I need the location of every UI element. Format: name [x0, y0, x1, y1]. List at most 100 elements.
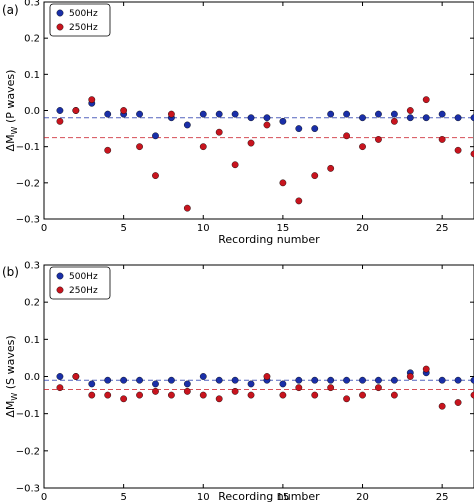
- point-500hz: [152, 132, 159, 140]
- point-250hz: [390, 117, 398, 125]
- point-250hz: [247, 391, 255, 399]
- point-250hz: [152, 387, 159, 395]
- point-500hz: [327, 376, 335, 384]
- point-500hz: [183, 121, 191, 129]
- point-500hz: [56, 373, 64, 380]
- y-axis-label-prefix: ΔM: [4, 401, 17, 418]
- y-axis-label-suffix: (P waves): [4, 70, 17, 127]
- point-250hz: [120, 395, 128, 403]
- point-250hz: [422, 365, 430, 373]
- point-500hz: [295, 125, 303, 132]
- point-500hz: [438, 376, 446, 384]
- point-500hz: [454, 114, 462, 122]
- point-250hz: [183, 387, 191, 395]
- plot-area: [43, 1, 474, 220]
- point-500hz: [120, 376, 128, 384]
- legend-label: 250Hz: [69, 286, 98, 296]
- point-250hz: [168, 110, 175, 118]
- y-tick-label: 0.2: [24, 298, 40, 309]
- x-tick-label: 10: [197, 492, 210, 503]
- x-axis-label: Recording number: [218, 233, 320, 246]
- legend: 500Hz 250Hz: [49, 266, 111, 300]
- point-500hz: [199, 110, 207, 118]
- y-tick-label: 0.0: [24, 106, 40, 117]
- point-500hz: [327, 110, 335, 118]
- chart-panel: −0.3 −0.2 −0.1 0.0 0.1 0.2 0.3 0 5 10 15 20 25 (b) Rec…: [2, 261, 474, 503]
- point-250hz: [72, 107, 80, 114]
- point-500hz: [231, 376, 239, 384]
- y-axis-label: ΔMW (P waves): [4, 70, 19, 152]
- legend: 500Hz 250Hz: [49, 3, 111, 37]
- point-250hz: [56, 384, 64, 392]
- point-500hz: [454, 376, 462, 384]
- point-500hz: [247, 380, 255, 388]
- point-500hz: [136, 110, 143, 118]
- x-tick-label: 10: [197, 223, 210, 234]
- point-250hz: [183, 204, 191, 212]
- point-250hz: [279, 391, 287, 399]
- point-250hz: [343, 395, 350, 403]
- point-500hz: [104, 110, 112, 118]
- panel-label: (a): [2, 3, 19, 17]
- point-500hz: [406, 114, 414, 122]
- point-250hz: [263, 373, 271, 380]
- point-500hz: [438, 110, 446, 118]
- point-250hz: [199, 391, 207, 399]
- legend-box: [49, 266, 111, 300]
- point-500hz: [231, 110, 239, 118]
- point-250hz: [231, 161, 239, 169]
- y-tick-label: −0.3: [16, 215, 40, 226]
- point-250hz: [199, 143, 207, 151]
- x-tick-label: 25: [436, 223, 449, 234]
- point-500hz: [390, 376, 398, 384]
- y-tick-label: 0.1: [24, 335, 40, 346]
- y-tick-label: −0.1: [16, 409, 40, 420]
- x-tick-label: 0: [41, 492, 47, 503]
- x-tick-label: 15: [277, 492, 290, 503]
- point-250hz: [88, 391, 96, 399]
- x-tick-label: 25: [436, 492, 449, 503]
- y-axis-label: ΔMW (S waves): [4, 335, 19, 417]
- point-250hz: [136, 143, 143, 151]
- x-tick-label: 5: [120, 223, 126, 234]
- point-250hz: [327, 164, 335, 172]
- y-tick-label: 0.2: [24, 34, 40, 45]
- y-tick-label: 0.3: [24, 261, 40, 272]
- point-250hz: [295, 197, 303, 205]
- point-250hz: [104, 146, 112, 154]
- y-axis-label-sub: W: [10, 126, 19, 134]
- point-250hz: [454, 399, 462, 406]
- point-500hz: [359, 114, 366, 122]
- point-250hz: [152, 172, 159, 180]
- panel-label: (b): [2, 265, 19, 279]
- point-250hz: [72, 373, 80, 380]
- point-250hz: [215, 128, 223, 136]
- point-250hz: [438, 136, 446, 143]
- point-500hz: [359, 376, 366, 384]
- y-axis-label-prefix: ΔM: [4, 134, 17, 151]
- point-250hz: [56, 117, 64, 125]
- point-250hz: [263, 121, 271, 129]
- x-axis-label: Recording number: [218, 490, 320, 503]
- point-500hz: [215, 110, 223, 118]
- point-500hz: [168, 376, 175, 384]
- point-250hz: [406, 107, 414, 114]
- point-500hz: [422, 114, 430, 122]
- point-250hz: [215, 395, 223, 403]
- point-500hz: [152, 380, 159, 388]
- point-500hz: [311, 376, 319, 384]
- y-tick-label: −0.2: [16, 178, 40, 189]
- y-tick-label: −0.2: [16, 446, 40, 457]
- point-250hz: [375, 136, 382, 143]
- point-250hz: [438, 402, 446, 410]
- point-500hz: [375, 110, 382, 118]
- point-250hz: [311, 172, 319, 180]
- legend-label: 250Hz: [69, 23, 98, 33]
- point-250hz: [454, 146, 462, 154]
- y-tick-label: −0.1: [16, 142, 40, 153]
- y-tick-label: −0.3: [16, 484, 40, 495]
- point-500hz: [343, 110, 350, 118]
- point-250hz: [168, 391, 175, 399]
- point-250hz: [311, 391, 319, 399]
